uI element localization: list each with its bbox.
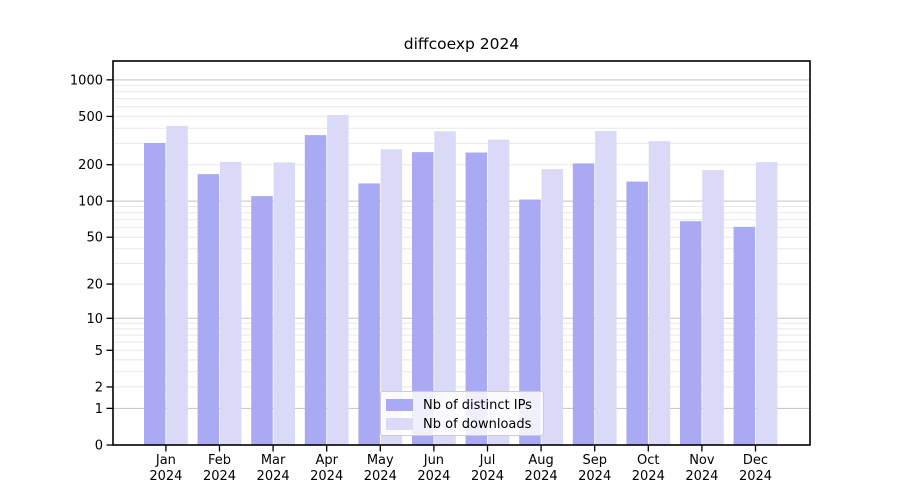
y-tick-label-500: 500 [78, 110, 103, 125]
x-tick-year-aug: 2024 [525, 469, 558, 484]
bar-distinct-ips-jun [412, 152, 434, 445]
x-tick-year-oct: 2024 [632, 469, 665, 484]
y-tick-label-2: 2 [95, 380, 103, 395]
bar-distinct-ips-nov [680, 221, 702, 445]
bar-downloads-mar [273, 162, 295, 445]
bar-distinct-ips-sep [572, 163, 595, 446]
x-tick-label-feb: Feb [208, 453, 231, 468]
bar-distinct-ips-may [358, 183, 380, 445]
x-tick-year-dec: 2024 [739, 469, 772, 484]
bar-distinct-ips-oct [626, 181, 648, 445]
legend-label-distinct-ips: Nb of distinct IPs [423, 397, 532, 413]
x-tick-label-aug: Aug [528, 453, 553, 468]
y-tick-label-100: 100 [78, 195, 103, 210]
x-tick-year-jul: 2024 [471, 469, 504, 484]
x-tick-year-apr: 2024 [310, 469, 343, 484]
legend: Nb of distinct IPs Nb of downloads [380, 391, 544, 436]
bar-downloads-jul [487, 139, 510, 445]
bar-downloads-feb [219, 161, 242, 445]
y-tick-label-1000: 1000 [70, 73, 103, 88]
bar-distinct-ips-dec [733, 226, 756, 445]
bar-downloads-nov [702, 169, 724, 445]
bar-distinct-ips-apr [304, 135, 327, 445]
bar-downloads-jan [166, 126, 188, 446]
x-tick-year-sep: 2024 [578, 469, 611, 484]
bar-distinct-ips-aug [519, 199, 541, 445]
x-tick-label-apr: Apr [315, 453, 338, 468]
bar-downloads-oct [648, 141, 671, 445]
legend-entry-downloads: Nb of downloads [386, 415, 543, 433]
x-tick-year-nov: 2024 [685, 469, 718, 484]
bar-downloads-apr [327, 114, 349, 446]
legend-swatch-distinct-ips [386, 399, 413, 411]
legend-label-downloads: Nb of downloads [423, 416, 532, 432]
x-tick-year-feb: 2024 [203, 469, 236, 484]
x-tick-year-jan: 2024 [149, 469, 182, 484]
bar-downloads-aug [541, 169, 563, 445]
x-tick-year-may: 2024 [364, 469, 397, 484]
x-tick-label-nov: Nov [689, 453, 715, 468]
y-tick-label-200: 200 [78, 158, 103, 173]
x-tick-label-may: May [367, 453, 394, 468]
y-tick-label-50: 50 [86, 231, 103, 246]
chart-title: diffcoexp 2024 [403, 35, 520, 53]
bar-downloads-dec [755, 162, 778, 445]
y-tick-label-20: 20 [86, 278, 103, 293]
plot-frame [112, 60, 811, 446]
x-tick-label-dec: Dec [743, 453, 768, 468]
bar-downloads-jun [434, 131, 456, 445]
legend-swatch-downloads [386, 418, 413, 430]
x-tick-label-jan: Jan [155, 453, 176, 468]
legend-entry-distinct-ips: Nb of distinct IPs [386, 396, 543, 414]
x-tick-year-jun: 2024 [417, 469, 450, 484]
x-tick-label-mar: Mar [261, 453, 286, 468]
x-tick-year-mar: 2024 [257, 469, 290, 484]
bar-distinct-ips-feb [197, 174, 220, 445]
y-tick-label-10: 10 [86, 312, 103, 327]
bar-distinct-ips-jan [144, 143, 166, 446]
x-tick-label-oct: Oct [637, 453, 659, 468]
y-tick-label-1: 1 [95, 402, 103, 417]
bar-distinct-ips-mar [251, 196, 273, 445]
x-tick-label-sep: Sep [582, 453, 607, 468]
x-tick-label-jul: Jul [479, 453, 496, 468]
x-tick-label-jun: Jun [423, 453, 444, 468]
bar-distinct-ips-jul [465, 152, 488, 446]
y-tick-label-0: 0 [95, 439, 103, 454]
bar-downloads-may [380, 149, 403, 446]
y-tick-label-5: 5 [95, 344, 103, 359]
bar-downloads-sep [595, 130, 617, 445]
